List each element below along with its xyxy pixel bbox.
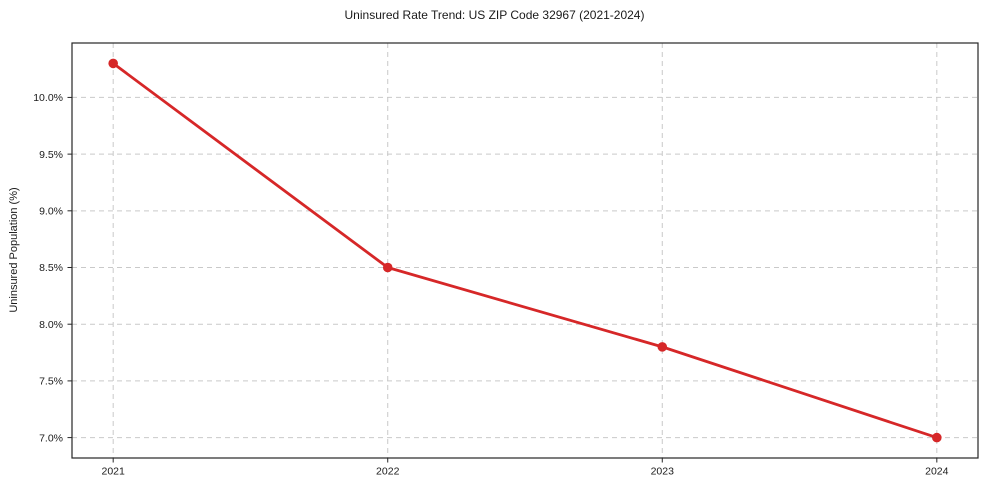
x-tick-label: 2021 <box>102 466 126 478</box>
y-tick-label: 8.5% <box>39 262 63 274</box>
y-axis-label: Uninsured Population (%) <box>8 187 20 313</box>
y-tick-label: 7.5% <box>39 376 63 388</box>
y-tick-label: 10.0% <box>33 92 63 104</box>
y-tick-label: 9.0% <box>39 206 63 218</box>
plot-background <box>72 43 978 458</box>
y-tick-label: 7.0% <box>39 432 63 444</box>
y-tick-label: 8.0% <box>39 319 63 331</box>
data-point-marker <box>382 262 393 273</box>
data-point-marker <box>657 342 668 352</box>
x-tick-label: 2023 <box>651 466 675 478</box>
y-tick-label: 9.5% <box>39 149 63 161</box>
data-point-marker <box>108 58 118 69</box>
chart-title: Uninsured Rate Trend: US ZIP Code 32967 … <box>344 8 645 22</box>
x-tick-label: 2022 <box>376 466 400 478</box>
data-point-marker <box>932 432 942 443</box>
axes-spines <box>71 42 979 459</box>
x-tick-label: 2024 <box>925 466 949 478</box>
trend-line <box>111 62 939 439</box>
